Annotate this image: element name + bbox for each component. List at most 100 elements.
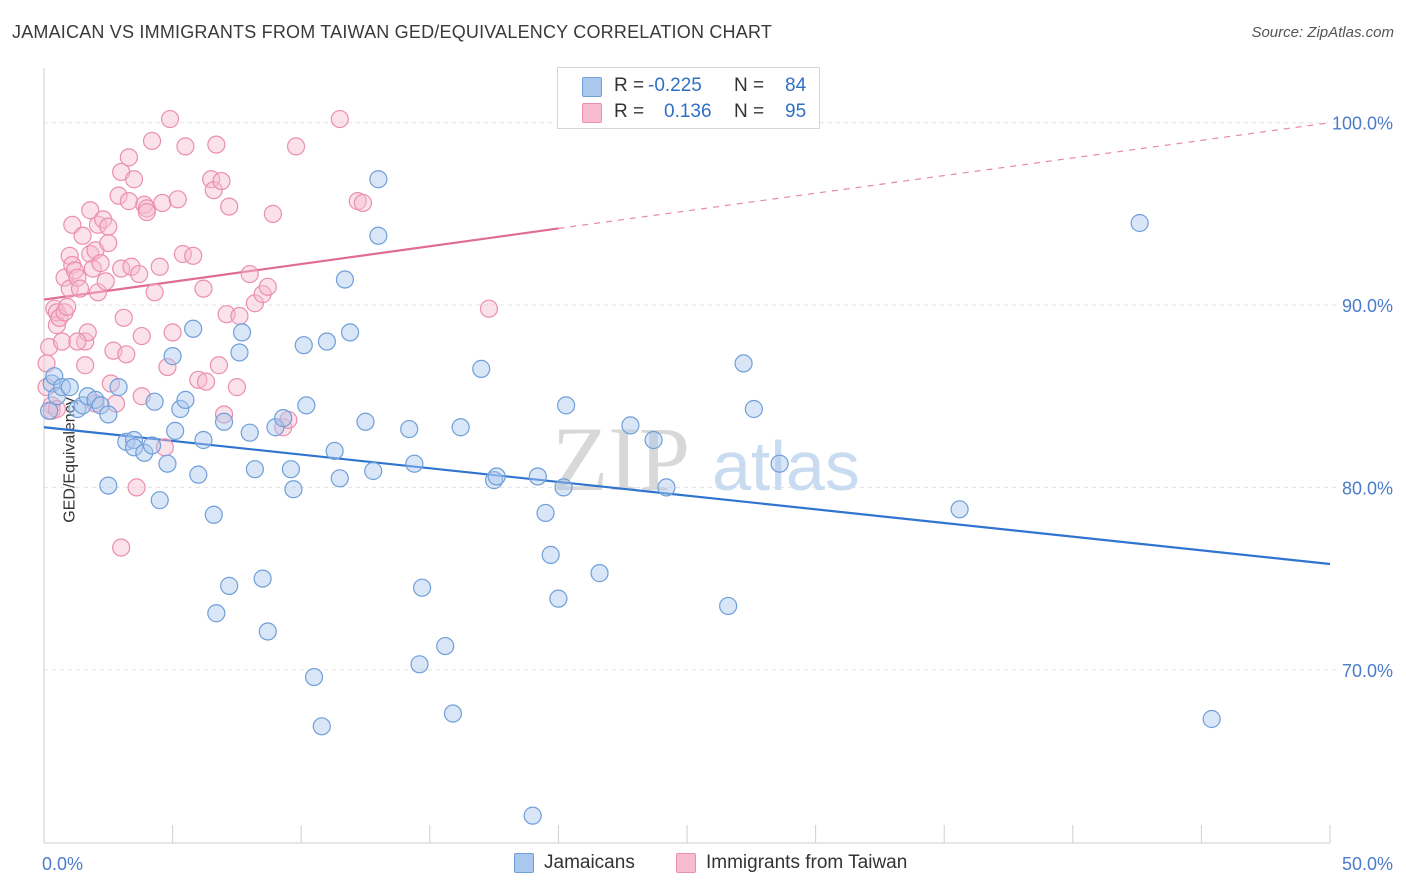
jamaican-point <box>443 704 463 723</box>
legend-swatch-taiwan <box>582 103 602 123</box>
legend-r-label: R = <box>614 75 645 96</box>
jamaican-point <box>451 418 470 437</box>
jamaican-point <box>52 378 72 397</box>
jamaican-point <box>436 636 455 656</box>
taiwan-point <box>150 257 169 276</box>
jamaican-point <box>176 390 195 409</box>
taiwan-point <box>207 135 226 154</box>
jamaican-point <box>557 396 576 415</box>
jamaican-point <box>258 622 277 641</box>
taiwan-point <box>114 308 133 327</box>
tick-labels: 100.0% 90.0% 80.0% 70.0% 0.0% 50.0% <box>42 114 1393 874</box>
chart-title: JAMAICAN VS IMMIGRANTS FROM TAIWAN GED/E… <box>12 22 773 42</box>
y-tick-label: 100.0% <box>1332 114 1393 134</box>
jamaican-point <box>40 401 59 420</box>
jamaican-point <box>770 454 789 473</box>
watermark: ZIP atlas <box>552 408 860 510</box>
jamaican-point <box>364 461 383 481</box>
jamaican-point <box>294 336 313 355</box>
jamaican-point <box>549 589 568 608</box>
jamaican-point <box>356 412 375 431</box>
jamaican-point <box>412 578 432 597</box>
trend-lines <box>43 122 1331 566</box>
jamaican-point <box>1130 213 1149 233</box>
jamaican-point <box>163 347 182 366</box>
jamaican-point <box>657 478 676 497</box>
taiwan-point <box>209 356 228 375</box>
taiwan-point <box>230 306 249 326</box>
jamaican-point <box>253 569 272 588</box>
jamaican-point <box>304 667 324 687</box>
taiwan-point <box>99 233 118 253</box>
jamaican-point <box>109 378 128 397</box>
jamaican-point <box>554 478 573 497</box>
jamaican-point <box>487 467 506 486</box>
jamaican-point <box>184 319 203 338</box>
y-tick-label: 90.0% <box>1342 296 1393 316</box>
taiwan-point <box>142 131 162 151</box>
jamaican-point <box>99 405 118 424</box>
jamaican-point <box>744 399 763 419</box>
jamaican-point <box>369 226 388 245</box>
taiwan-point <box>109 186 128 205</box>
jamaican-point <box>523 806 542 825</box>
taiwan-point <box>158 357 177 377</box>
y-tick-label: 70.0% <box>1342 661 1393 681</box>
jamaican-point <box>47 387 66 406</box>
jamaican-point <box>340 323 360 342</box>
legend-r-value: -0.225 <box>648 75 702 96</box>
x-tick-label: 50.0% <box>1342 854 1393 874</box>
jamaican-point <box>220 576 239 595</box>
taiwan-point <box>204 181 223 200</box>
taiwan-point <box>112 538 131 557</box>
taiwan-point <box>124 170 144 189</box>
jamaican-point <box>312 717 331 736</box>
jamaican-point <box>410 655 429 674</box>
taiwan-point <box>212 171 231 191</box>
jamaican-point <box>91 396 110 415</box>
taiwan-points <box>37 109 499 557</box>
jamaican-point <box>142 436 162 455</box>
jamaican-point <box>240 423 259 442</box>
taiwan-point <box>153 193 172 213</box>
bottom-legend-swatch-jamaicans <box>514 853 534 873</box>
taiwan-point <box>194 279 213 298</box>
taiwan-point <box>137 202 156 222</box>
taiwan-point <box>91 254 110 273</box>
taiwan-point <box>127 478 146 497</box>
taiwan-point <box>240 264 259 284</box>
jamaican-point <box>99 476 118 495</box>
taiwan-point <box>132 326 151 346</box>
taiwan-point <box>68 332 87 351</box>
taiwan-point <box>196 372 216 391</box>
legend-n-label: N = <box>734 75 765 96</box>
jamaican-point <box>317 332 337 351</box>
jamaican-point <box>274 409 293 428</box>
taiwan-point <box>330 109 349 129</box>
taiwan-point <box>78 323 97 342</box>
legend-n-value: 84 <box>785 75 807 96</box>
legend-swatch-jamaicans <box>582 77 602 97</box>
taiwan-point <box>163 323 182 342</box>
legend-r-value: 0.136 <box>664 101 712 122</box>
taiwan-point <box>117 345 136 364</box>
jamaican-points <box>40 170 1221 825</box>
taiwan-trend-extension <box>558 122 1331 230</box>
taiwan-point <box>68 268 87 287</box>
axes <box>43 68 1331 844</box>
taiwan-point <box>479 299 499 318</box>
jamaican-point <box>325 441 344 461</box>
taiwan-point <box>70 279 90 298</box>
legend-n-value: 95 <box>785 101 807 122</box>
jamaican-trend-line <box>43 426 1331 566</box>
bottom-legend-label-jamaicans: Jamaicans <box>544 852 635 873</box>
jamaican-point <box>214 412 234 431</box>
jamaican-point <box>150 491 169 510</box>
jamaican-point <box>335 270 355 289</box>
taiwan-point <box>286 137 306 156</box>
jamaican-point <box>528 467 547 486</box>
chart-source: Source: ZipAtlas.com <box>1251 24 1394 41</box>
taiwan-point <box>76 356 95 375</box>
jamaican-point <box>60 378 79 397</box>
